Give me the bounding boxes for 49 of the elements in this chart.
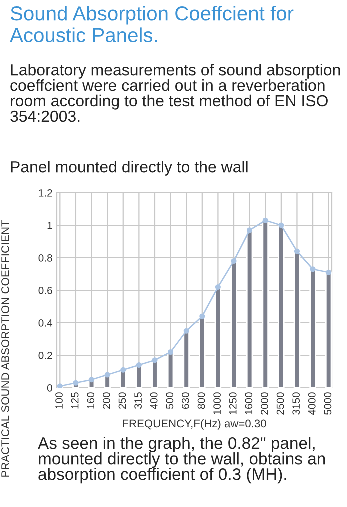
x-tick-label: 500: [166, 392, 174, 410]
point: [278, 222, 284, 228]
x-tick-label: 3150: [292, 392, 300, 415]
x-tick-label: 315: [134, 392, 142, 410]
point: [104, 372, 110, 378]
point: [152, 358, 158, 364]
point: [184, 328, 190, 334]
x-tick-label: 125: [71, 392, 79, 409]
point: [136, 362, 142, 368]
x-tick-label: 400: [150, 392, 158, 410]
point: [310, 266, 316, 272]
y-tick-label: 0.8: [38, 254, 52, 262]
point: [262, 218, 268, 224]
point: [326, 270, 332, 276]
x-tick-label: 800: [198, 392, 206, 410]
point: [294, 248, 300, 254]
x-tick-label: 200: [102, 392, 110, 410]
text: As seen in the graph, the 0.82" panel, mounted directly to the wall, obtains an absorption coefficient of 0.3 (MH).: [38, 437, 326, 484]
point: [88, 377, 95, 383]
x-tick-label: 4000: [308, 392, 316, 416]
y-axis-title: PRACTICAL SOUND ABSORPTION COEFFICIENT: [2, 220, 10, 477]
bar: [325, 272, 332, 388]
y-tick-label: 0.6: [38, 287, 52, 294]
x-tick-label: 5000: [324, 392, 332, 415]
y-tick-label: 0: [47, 384, 52, 392]
x-tick-label: 250: [118, 392, 126, 410]
y-tick-label: 1: [48, 222, 52, 230]
x-tick-label: 630: [182, 392, 190, 410]
x-tick-label: 2500: [276, 392, 284, 415]
x-tick-label: 1250: [229, 392, 237, 415]
y-tick-label: 0.2: [38, 352, 52, 360]
point: [168, 349, 174, 356]
bar: [278, 224, 285, 388]
y-tick-label: 1.2: [39, 190, 52, 197]
chart-subtitle: Laboratory measurements of sound absorption coeffcient were carried out in a reverberation room according to the test method of EN ISO 354:2003.: [10, 64, 340, 122]
point: [120, 367, 126, 373]
y-tick-label: 0.4: [38, 320, 53, 327]
x-tick-label: 160: [87, 392, 95, 409]
point: [215, 284, 221, 290]
point: [231, 258, 237, 264]
point: [200, 314, 206, 320]
x-tick-label: 100: [56, 392, 63, 409]
text: Panel mounted directly to the wall: [11, 161, 248, 176]
x-tick-label: 2000: [261, 392, 268, 415]
x-tick-label: 1000: [214, 392, 222, 415]
point: [247, 228, 253, 234]
chart-title: Sound Absorption Coeffcient for Acoustic Panels.: [10, 6, 294, 42]
x-axis-title: FREQUENCY,F(Hz) aw=0.30: [123, 420, 266, 430]
x-tick-label: 1600: [245, 392, 253, 415]
